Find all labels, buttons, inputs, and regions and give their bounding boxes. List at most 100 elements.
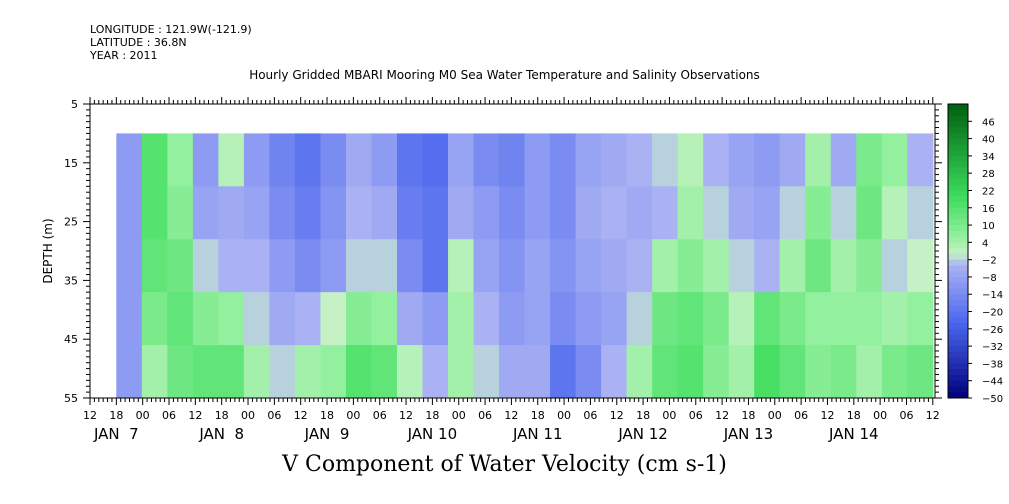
heatmap-cell [626,345,653,398]
x-tick-label: 06 [583,409,597,422]
colorbar-band [948,144,968,151]
colorbar-label: 10 [982,221,995,232]
colorbar-band [948,294,968,301]
colorbar-band [948,161,968,168]
heatmap-cell [677,186,704,240]
heatmap-cell [601,186,628,240]
colorbar-band [948,127,968,134]
heatmap-cell [218,133,245,187]
colorbar-band [948,115,968,122]
colorbar-label: 46 [982,117,995,128]
heatmap-cell [728,186,755,240]
x-day-label: JAN 7 [93,425,139,443]
x-tick-label: 00 [768,409,782,422]
heatmap-cell [167,345,194,398]
heatmap-cell [728,345,755,398]
heatmap-cell [601,345,628,398]
heatmap-cell [192,345,219,398]
heatmap-cell [881,133,908,187]
heatmap-cell [805,186,832,240]
heatmap-cell [345,186,373,240]
colorbar-band [948,357,968,364]
heatmap-cell [397,345,424,398]
heatmap-cell [345,133,373,187]
heatmap-cell [830,239,857,293]
heatmap-cell [601,239,628,293]
x-tick-label: 18 [425,409,439,422]
heatmap-cell [575,133,602,187]
heatmap-cell [499,345,526,398]
heatmap-cell [243,239,271,293]
heatmap-cell [677,292,704,346]
heatmap-cell [448,186,475,240]
colorbar-band [948,253,968,261]
colorbar-band [948,230,968,238]
x-tick-label: 12 [83,409,97,422]
colorbar-band [948,288,968,295]
colorbar-label: 16 [982,204,995,215]
heatmap-cell [116,239,143,293]
heatmap-cell [141,186,168,240]
heatmap-cell [294,292,322,346]
x-tick-label: 18 [741,409,755,422]
heatmap-cell [141,239,168,293]
heatmap-cell [294,186,322,240]
x-tick-label: 18 [847,409,861,422]
y-tick-label: 25 [64,216,78,229]
heatmap-cell [856,292,883,346]
colorbar-band [948,380,968,387]
heatmap-cell [371,345,398,398]
heatmap-cell [575,186,602,240]
heatmap-cell [473,345,500,398]
colorbar-band [948,219,968,226]
heatmap-cell [167,133,194,187]
x-tick-label: 06 [794,409,808,422]
x-tick-label: 18 [320,409,334,422]
x-tick-label: 12 [294,409,308,422]
x-day-label: JAN 8 [198,425,244,443]
heatmap-cell [294,133,322,187]
longitude-label: LONGITUDE : 121.9W(-121.9) [90,23,252,36]
colorbar-band [948,236,968,243]
y-tick-label: 15 [64,157,78,170]
heatmap-cell [218,292,245,346]
heatmap-cell [524,186,551,240]
heatmap-cell [779,186,806,240]
heatmap-cell [473,239,500,293]
heatmap-cell [830,133,857,187]
x-tick-label: 00 [136,409,150,422]
y-axis-label: DEPTH (m) [41,218,55,283]
colorbar-band [948,138,968,145]
colorbar-band [948,334,968,341]
heatmap-cell [856,133,883,187]
x-tick-label: 00 [241,409,255,422]
colorbar-label: −20 [982,308,1003,319]
colorbar-band [948,196,968,203]
x-tick-label: 18 [215,409,229,422]
heatmap-cell [550,186,577,240]
heatmap-cell [652,186,679,240]
heatmap-cell [499,133,526,187]
colorbar-label: 34 [982,152,995,163]
heatmap-cell [779,133,806,187]
heatmap-cell [141,292,168,346]
heatmap-cell [422,133,449,187]
colorbar-band [948,150,968,157]
heatmap-cell [881,292,908,346]
heatmap-cell [320,345,347,398]
heatmap-cell [805,239,832,293]
colorbar-band [948,190,968,197]
colorbar-band [948,351,968,359]
colorbar-band [948,392,968,399]
colorbar-band [948,323,968,330]
colorbar-band [948,300,968,307]
heatmap-cell [805,345,832,398]
heatmap-cell [652,133,679,187]
heatmap-cell [805,292,832,346]
colorbar-band [948,328,968,336]
x-day-label: JAN 14 [828,425,879,443]
heatmap-cell [473,186,500,240]
colorbar-band [948,259,968,266]
heatmap-cell [269,186,296,240]
colorbar-band [948,242,968,249]
